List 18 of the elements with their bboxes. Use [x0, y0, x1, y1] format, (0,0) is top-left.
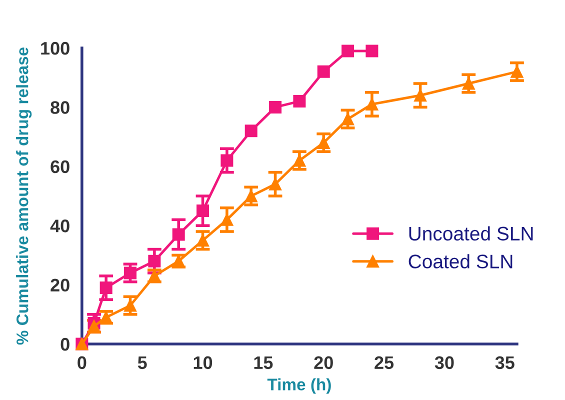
x-tick-label: 25: [374, 356, 394, 370]
legend-label: Uncoated SLN: [409, 226, 533, 241]
y-tick-label: 0: [60, 338, 70, 351]
x-tick-label: 20: [314, 356, 333, 370]
y-tick-label: 100: [41, 42, 70, 55]
x-tick-label: 35: [495, 356, 514, 370]
x-tick-label: 5: [138, 356, 147, 370]
legend-label: Coated SLN: [408, 254, 512, 268]
x-tick-label: 10: [194, 356, 212, 370]
x-tick-label: 30: [434, 356, 454, 370]
y-tick-label: 80: [50, 101, 70, 114]
x-axis-title: Time (h): [267, 378, 331, 394]
x-tick-label: 15: [254, 356, 273, 370]
y-tick-label: 40: [50, 220, 70, 232]
y-axis-title: % Cumulative amount of drug release: [16, 47, 32, 345]
x-tick-label: 0: [78, 356, 86, 370]
y-tick-label: 20: [50, 278, 70, 292]
y-tick-label: 60: [50, 160, 70, 174]
